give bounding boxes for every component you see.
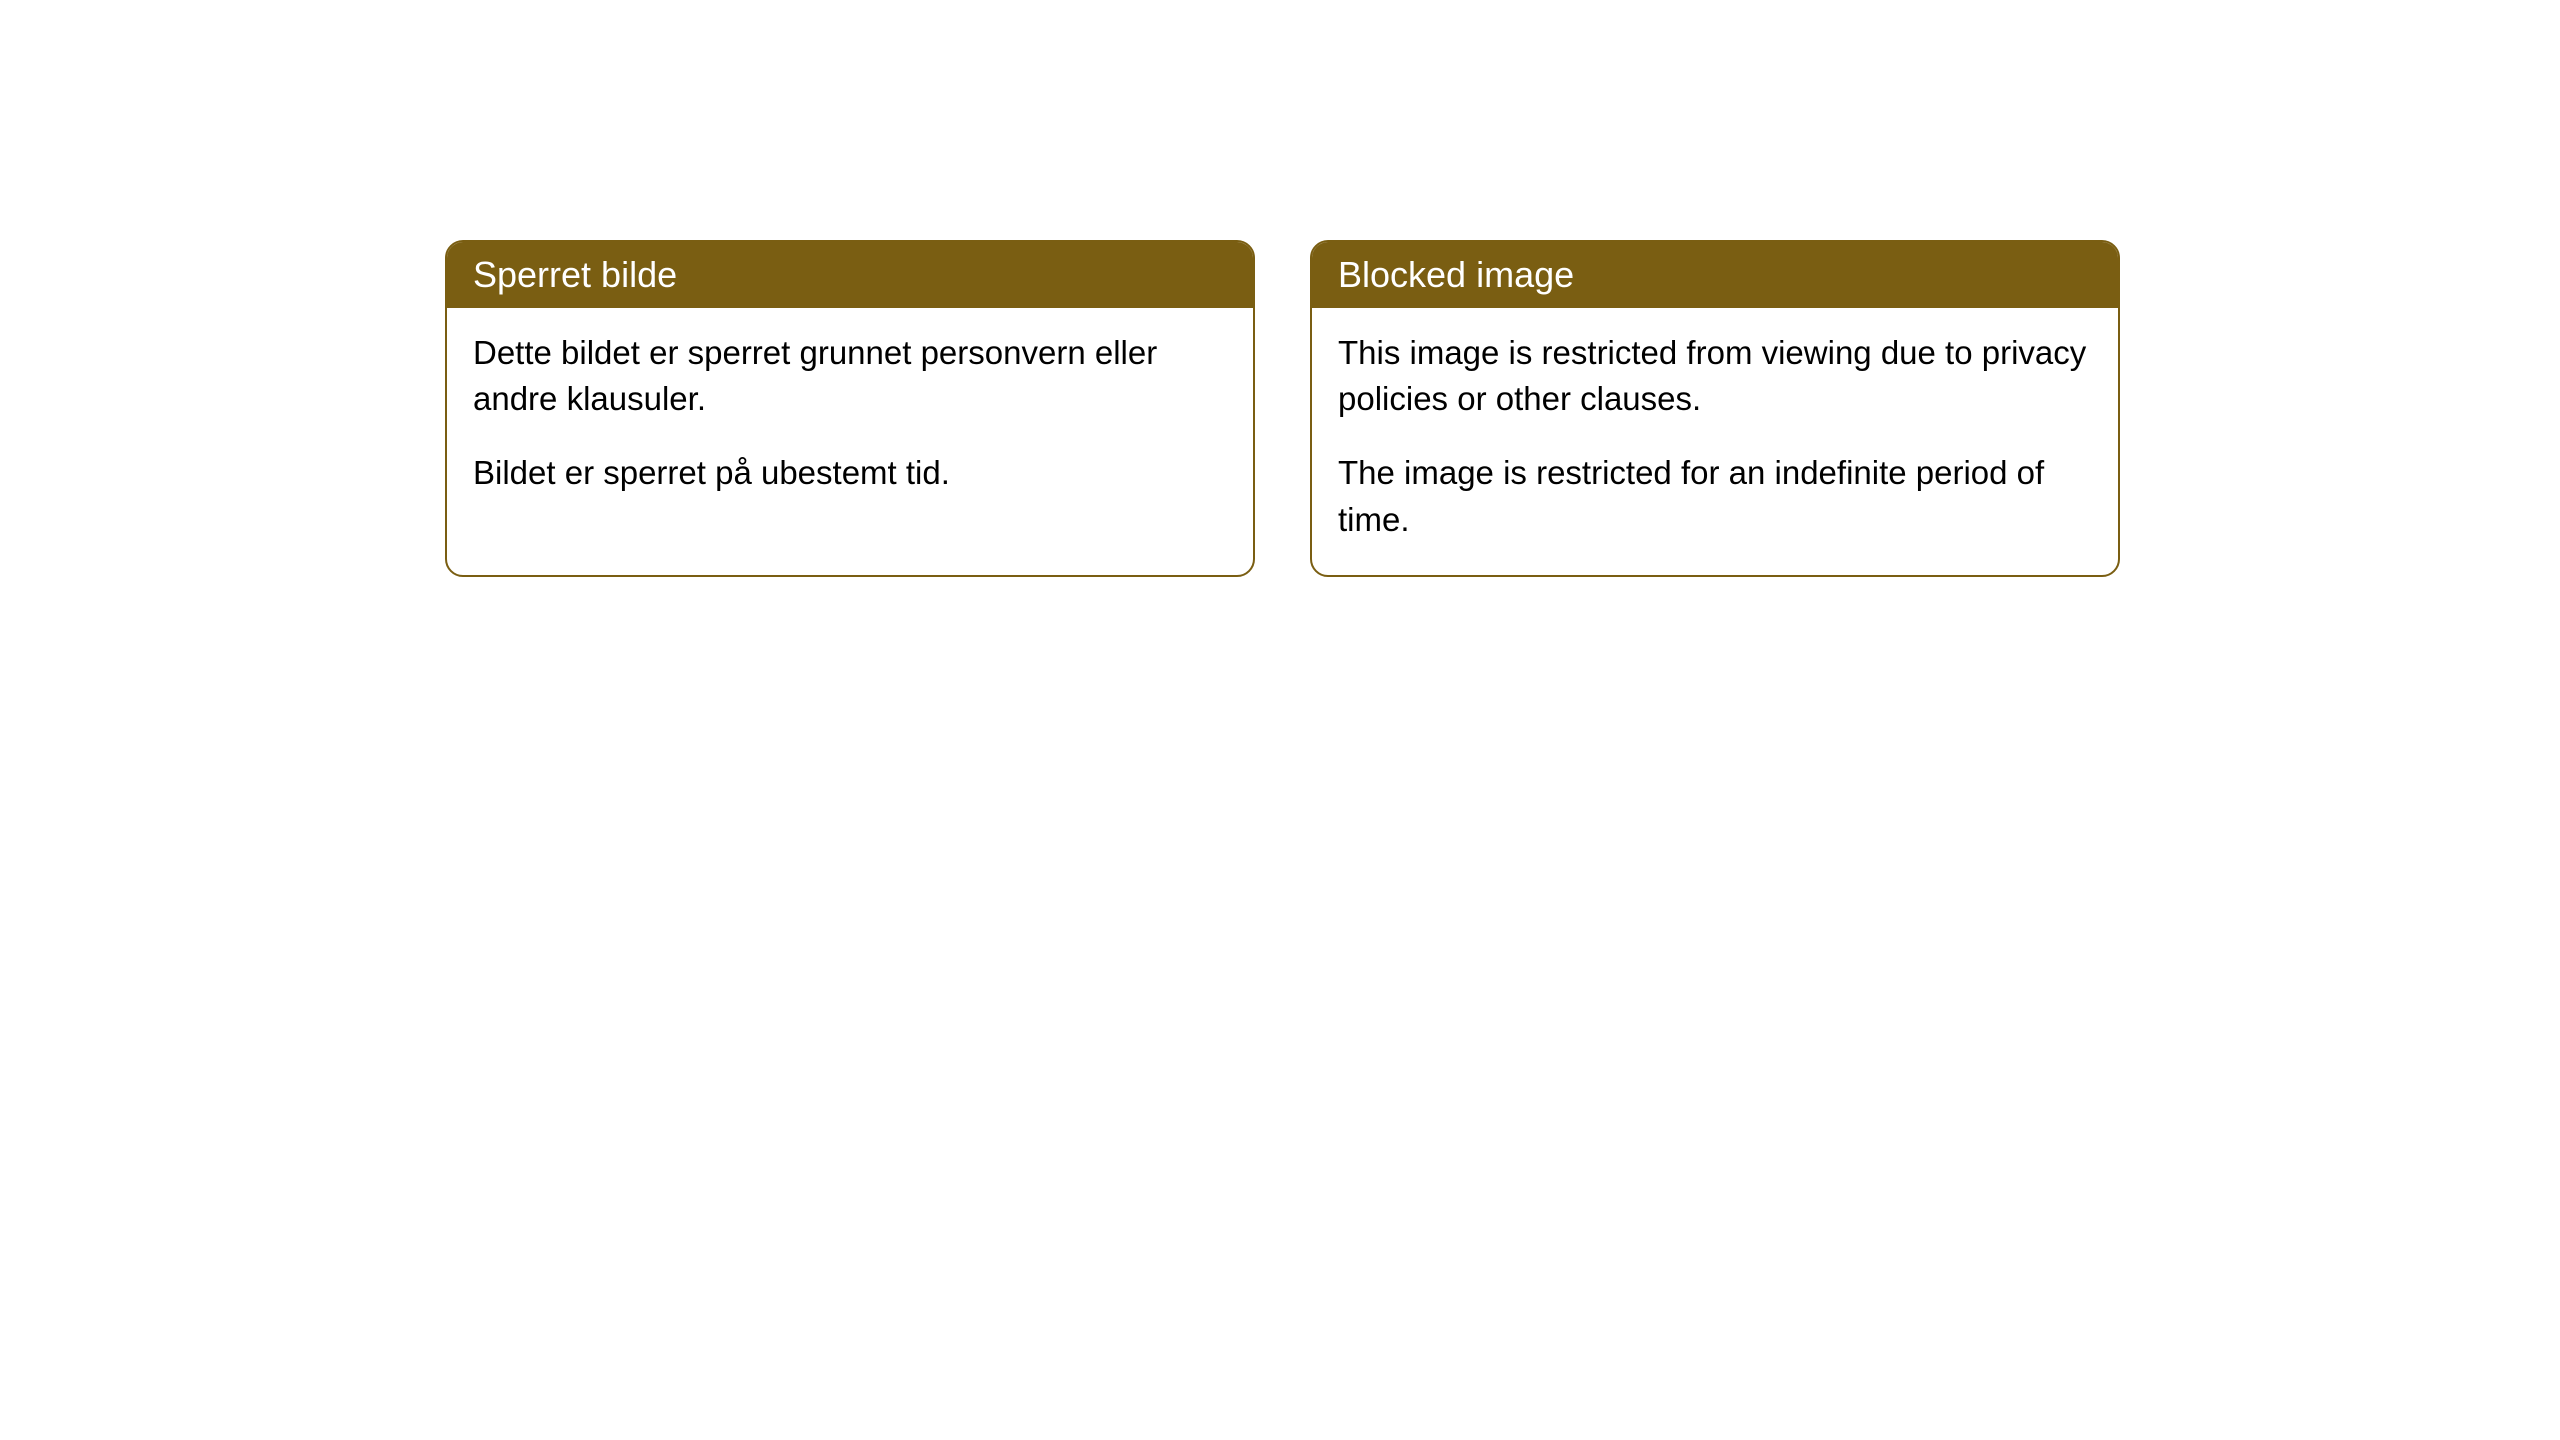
notice-card-english: Blocked image This image is restricted f… [1310,240,2120,577]
notice-container: Sperret bilde Dette bildet er sperret gr… [445,240,2120,577]
card-body-english: This image is restricted from viewing du… [1312,308,2118,575]
notice-card-norwegian: Sperret bilde Dette bildet er sperret gr… [445,240,1255,577]
card-title-norwegian: Sperret bilde [473,254,677,295]
card-body-norwegian: Dette bildet er sperret grunnet personve… [447,308,1253,529]
card-title-english: Blocked image [1338,254,1574,295]
card-paragraph: The image is restricted for an indefinit… [1338,450,2092,542]
card-header-norwegian: Sperret bilde [447,242,1253,308]
card-paragraph: Bildet er sperret på ubestemt tid. [473,450,1227,496]
card-paragraph: This image is restricted from viewing du… [1338,330,2092,422]
card-paragraph: Dette bildet er sperret grunnet personve… [473,330,1227,422]
card-header-english: Blocked image [1312,242,2118,308]
